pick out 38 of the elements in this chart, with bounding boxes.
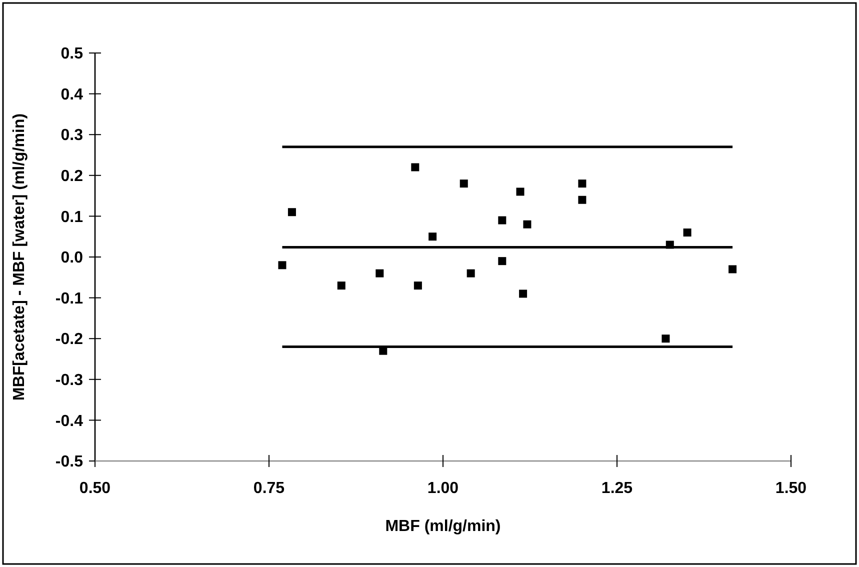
point (460, 180, 468, 188)
y-tick-label: -0.3 (55, 372, 84, 389)
x-tick-label: 0.75 (253, 480, 285, 497)
point (466, 269, 475, 278)
x-tick-label: 1.25 (601, 480, 633, 497)
y-tick-label: 0.4 (60, 86, 84, 104)
x-tick-label: 0.50 (79, 480, 111, 497)
point (411, 163, 420, 172)
point (578, 180, 586, 188)
point (414, 282, 422, 290)
point (516, 188, 524, 196)
point (728, 265, 737, 274)
point (666, 240, 674, 249)
x-axis-title: MBF (ml/g/min) (385, 518, 501, 535)
y-tick-label: -0.1 (55, 290, 84, 308)
point (578, 196, 586, 204)
y-axis-title: MBF[acetate] - MBF [water] (ml/g/min) (11, 113, 28, 401)
x-tick-label: 1.50 (775, 480, 807, 497)
point (498, 257, 506, 266)
point (523, 220, 532, 228)
y-tick-label: 0.1 (60, 208, 84, 226)
point (278, 261, 286, 270)
point (498, 216, 506, 224)
x-tick-label: 1.00 (427, 480, 459, 497)
point (288, 208, 296, 216)
y-tick-label: -0.4 (55, 412, 84, 430)
y-tick-label: 0.5 (60, 46, 84, 63)
y-tick-label: -0.2 (55, 331, 84, 348)
y-tick-label: 0.0 (60, 250, 84, 267)
point (428, 232, 437, 241)
y-tick-label: 0.3 (60, 127, 84, 144)
point (337, 282, 346, 290)
point (519, 290, 528, 298)
y-tick-label: 0.2 (60, 168, 84, 185)
y-tick-label: -0.5 (55, 454, 84, 471)
point (683, 228, 692, 237)
point (662, 334, 670, 343)
point (376, 269, 384, 278)
